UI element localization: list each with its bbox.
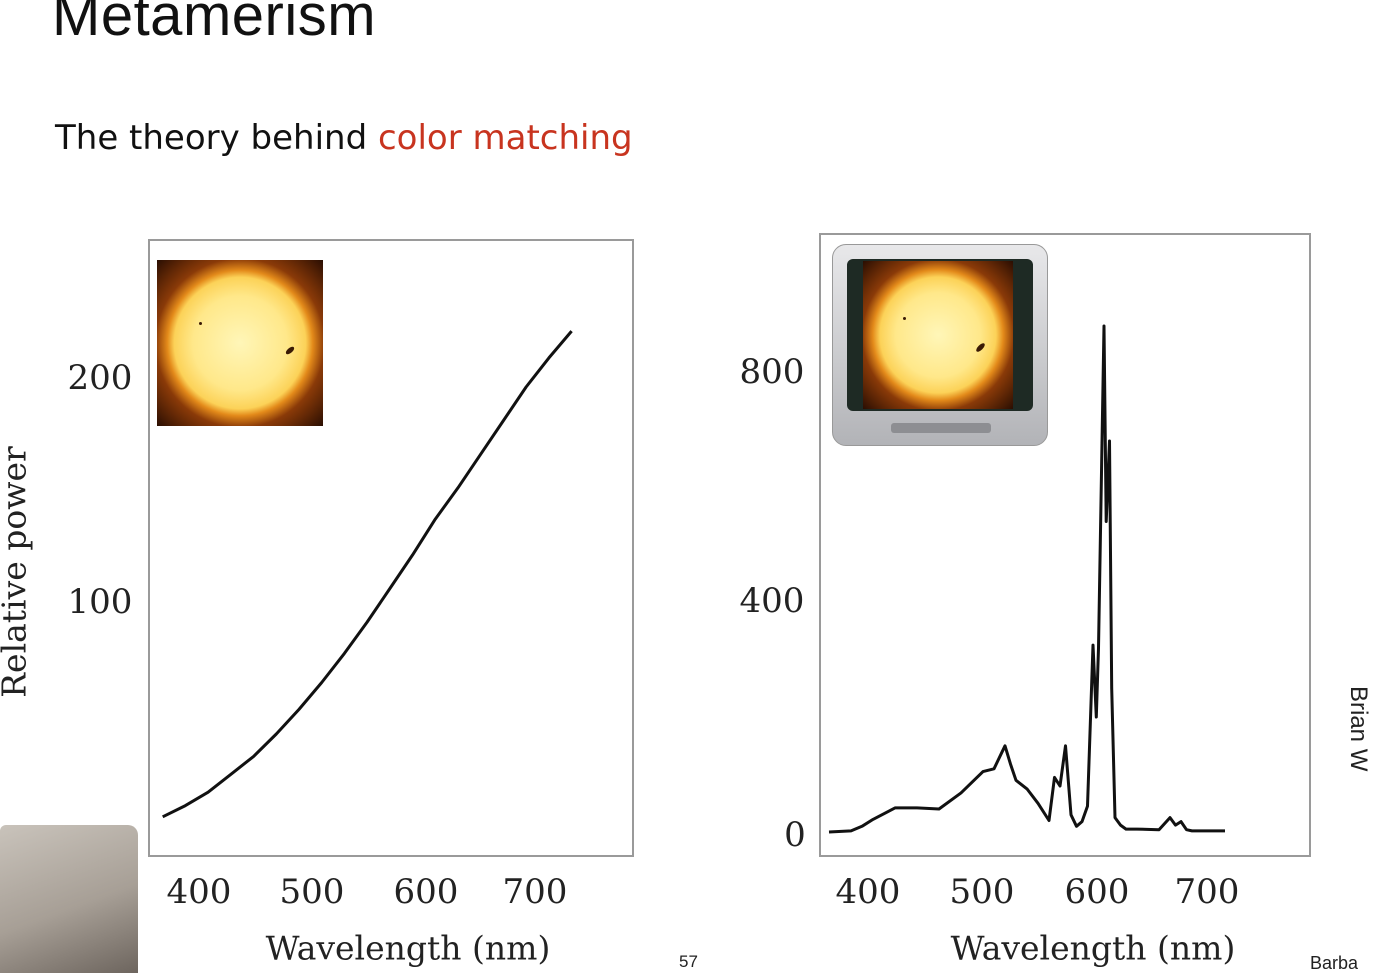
series-line [162, 330, 573, 819]
slide-subtitle: The theory behind color matching [55, 118, 633, 158]
x-tick-label: 700 [502, 872, 568, 912]
subtitle-highlight: color matching [377, 118, 633, 158]
x-axis-title: Wavelength (nm) [265, 928, 551, 968]
x-tick-label: 400 [835, 872, 901, 912]
sun-icon [157, 260, 323, 426]
sunspot [199, 322, 202, 325]
page-number: 57 [679, 952, 698, 971]
webcam-overlay [0, 825, 138, 973]
x-tick-label: 700 [1174, 872, 1240, 912]
tv-controls [891, 423, 991, 433]
y-tick-label: 400 [739, 581, 805, 621]
sunspot [903, 317, 906, 320]
y-tick-label: 0 [784, 815, 806, 855]
y-tick-label: 200 [67, 358, 133, 398]
x-tick-label: 600 [1064, 872, 1130, 912]
credit-side-text: Brian W [1345, 686, 1372, 772]
slide-title: Metamerism [52, 0, 377, 48]
credit-text: Barba [1310, 953, 1359, 973]
x-tick-label: 500 [949, 872, 1015, 912]
x-axis-title: Wavelength (nm) [950, 928, 1236, 968]
subtitle-text: The theory behind [55, 118, 378, 158]
x-tick-label: 400 [166, 872, 232, 912]
y-tick-label: 800 [739, 352, 805, 392]
y-tick-label: 100 [67, 582, 133, 622]
x-tick-label: 600 [393, 872, 459, 912]
tv-icon [832, 244, 1048, 446]
x-tick-label: 500 [279, 872, 345, 912]
sun-icon [863, 261, 1013, 409]
series-line [828, 324, 1225, 834]
